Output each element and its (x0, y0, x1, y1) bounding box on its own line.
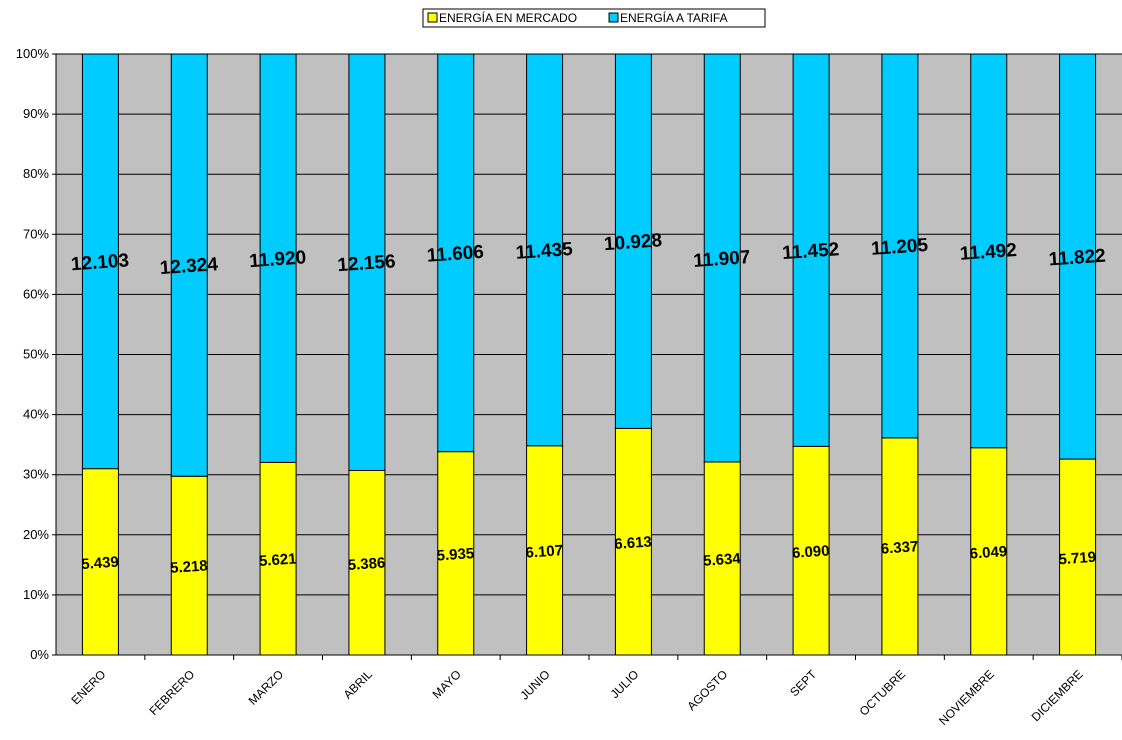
y-tick-label: 30% (23, 467, 49, 482)
x-tick-label: JULIO (608, 667, 642, 701)
bar-segment-tarifa (970, 53, 1008, 449)
y-tick-label: 90% (23, 106, 49, 121)
legend-swatch-tarifa (608, 12, 619, 23)
y-tick-label: 0% (30, 647, 49, 662)
gridlines (56, 53, 1122, 596)
data-label-tarifa: 12.324 (159, 254, 219, 279)
x-tick-label: ENERO (68, 667, 108, 707)
bars: 5.439 12.103 5.218 12.324 5.621 11.920 5.386 12… (70, 53, 1106, 656)
data-label-mercado: 6.107 (525, 542, 564, 562)
bar-segment-tarifa (526, 53, 564, 447)
data-label-mercado: 5.719 (1058, 549, 1097, 569)
data-label-mercado: 6.337 (880, 538, 919, 558)
legend-label-tarifa: ENERGÍA A TARIFA (620, 10, 728, 25)
y-tick-label: 80% (23, 166, 49, 181)
y-tick-label: 20% (23, 527, 49, 542)
bar-segment-tarifa (259, 53, 297, 463)
data-label-mercado: 6.613 (614, 533, 653, 553)
x-tick-label: AGOSTO (684, 667, 730, 713)
x-tick-label: MARZO (246, 667, 287, 708)
y-tick-label: 40% (23, 407, 49, 422)
bar-segment-mercado (970, 447, 1008, 656)
bar-segment-tarifa (170, 53, 208, 477)
bar-segment-tarifa (881, 53, 919, 439)
data-label-mercado: 5.621 (258, 550, 297, 570)
bar-segment-mercado (437, 451, 475, 656)
bar-segment-mercado (703, 461, 741, 656)
x-tick-label: JUNIO (517, 667, 552, 702)
data-label-mercado: 6.049 (969, 543, 1008, 563)
data-label-mercado: 6.090 (791, 542, 830, 562)
bar-segment-mercado (881, 437, 919, 656)
data-label-tarifa: 11.205 (870, 235, 929, 260)
x-tick-label: NOVIEMBRE (936, 667, 997, 728)
bar-segment-tarifa (614, 53, 652, 429)
bar-segment-tarifa (437, 53, 475, 453)
bar-segment-tarifa (792, 53, 830, 447)
data-label-mercado: 5.218 (170, 557, 209, 577)
data-label-tarifa: 11.907 (693, 247, 751, 272)
data-label-mercado: 5.634 (703, 550, 742, 570)
y-tick-label: 10% (23, 587, 49, 602)
bar-segment-mercado (614, 427, 652, 656)
legend: ENERGÍA EN MERCADO ENERGÍA A TARIFA (422, 8, 766, 28)
x-axis-labels: ENERO FEBRERO MARZO ABRIL MAYO JUNIO JULIO AGOS… (68, 667, 1085, 728)
data-label-mercado: 5.439 (81, 554, 120, 574)
data-label-mercado: 5.935 (436, 545, 475, 565)
data-label-tarifa: 11.920 (248, 247, 306, 272)
bar-segment-mercado (526, 445, 564, 656)
bar-segment-tarifa (703, 53, 741, 463)
y-tick-label: 100% (16, 46, 50, 61)
axes (52, 53, 1122, 660)
legend-swatch-mercado (427, 12, 438, 23)
data-label-tarifa: 11.822 (1048, 246, 1106, 271)
x-tick-label: ABRIL (341, 667, 376, 702)
data-label-mercado: 5.386 (347, 554, 386, 574)
legend-label-mercado: ENERGÍA EN MERCADO (439, 10, 577, 25)
y-axis-labels: 0% 10% 20% 30% 40% 50% 60% 70% 80% 90% 100% (16, 46, 50, 662)
bar-segment-mercado (792, 445, 830, 656)
data-label-tarifa: 11.435 (515, 239, 574, 264)
data-label-tarifa: 11.492 (959, 240, 1017, 265)
data-label-tarifa: 11.606 (426, 242, 484, 267)
bar-segment-tarifa (348, 53, 386, 471)
bar-segment-tarifa (81, 53, 119, 470)
x-tick-label: MAYO (430, 667, 464, 701)
data-label-tarifa: 12.156 (337, 251, 396, 276)
y-tick-label: 50% (23, 347, 49, 362)
bar-segment-tarifa (1059, 53, 1097, 460)
data-label-tarifa: 12.103 (70, 250, 129, 275)
bar-segment-mercado (1059, 458, 1097, 656)
x-tick-label: FEBRERO (146, 667, 197, 718)
x-tick-label: DICIEMBRE (1029, 667, 1086, 724)
data-label-tarifa: 10.928 (603, 230, 662, 255)
y-tick-label: 60% (23, 286, 49, 301)
x-tick-label: OCTUBRE (857, 667, 908, 718)
x-tick-label: SEPT (787, 667, 820, 700)
y-tick-label: 70% (23, 226, 49, 241)
data-label-tarifa: 11.452 (781, 239, 839, 264)
